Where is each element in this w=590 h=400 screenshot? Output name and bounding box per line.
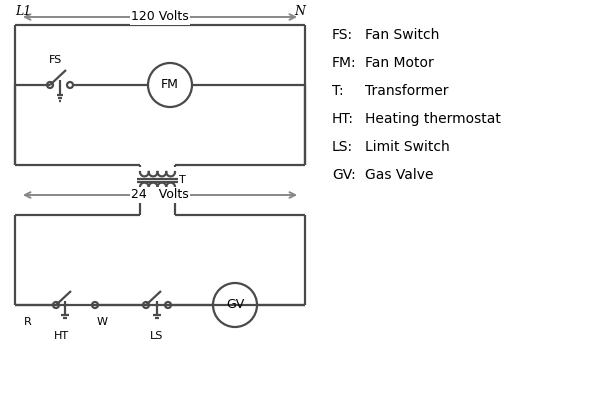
Text: Fan Motor: Fan Motor [365, 56, 434, 70]
Text: FM:: FM: [332, 56, 356, 70]
Text: LS:: LS: [332, 140, 353, 154]
Text: Transformer: Transformer [365, 84, 448, 98]
Text: 24   Volts: 24 Volts [131, 188, 189, 202]
Text: Gas Valve: Gas Valve [365, 168, 434, 182]
Text: GV: GV [226, 298, 244, 312]
Text: W: W [97, 317, 107, 327]
Text: Fan Switch: Fan Switch [365, 28, 440, 42]
Text: LS: LS [150, 331, 163, 341]
Text: Heating thermostat: Heating thermostat [365, 112, 501, 126]
Text: Limit Switch: Limit Switch [365, 140, 450, 154]
Text: R: R [24, 317, 32, 327]
Text: FS: FS [48, 55, 61, 65]
Text: HT: HT [54, 331, 68, 341]
Text: GV:: GV: [332, 168, 356, 182]
Text: T: T [179, 175, 186, 185]
Text: N: N [294, 5, 305, 18]
Text: FM: FM [161, 78, 179, 92]
Text: L1: L1 [15, 5, 31, 18]
Text: 120 Volts: 120 Volts [131, 10, 189, 24]
Text: FS:: FS: [332, 28, 353, 42]
Text: T:: T: [332, 84, 343, 98]
Text: HT:: HT: [332, 112, 354, 126]
